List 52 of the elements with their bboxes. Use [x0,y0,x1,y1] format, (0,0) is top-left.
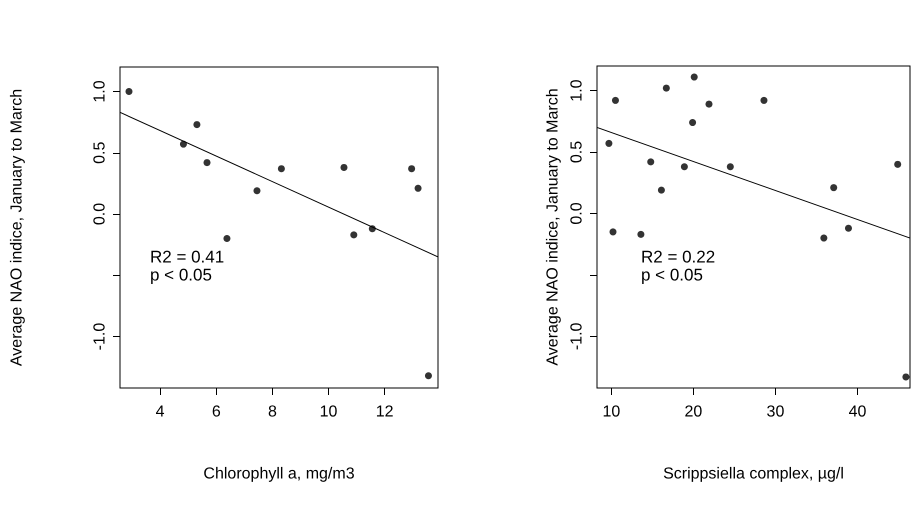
point [204,159,211,166]
y-axis-title: Average NAO indice, January to March [8,88,26,366]
point [424,372,432,380]
x-tick-label: 4 [156,404,165,420]
point [340,164,348,171]
point [278,165,285,172]
point [706,100,712,108]
y-tick-label: 0.5 [92,142,108,164]
point [894,160,902,168]
point [125,88,132,95]
point [414,184,422,192]
point [658,186,665,194]
point [605,140,612,147]
x-tick-label: 6 [212,404,221,420]
x-axis-title: Chlorophyll a, mg/m3 [203,466,355,482]
point [612,96,619,104]
point [689,119,696,126]
y-tick-label: 0.5 [568,140,586,164]
x-axis-title: Scrippsiella complex, µg/l [663,466,844,482]
y-tick-label: 0.0 [92,202,108,226]
x-tick-label: 10 [320,404,338,420]
point [680,163,688,170]
x-tick-label: 10 [602,404,620,420]
y-tick-label: 1.0 [92,80,108,103]
x-tick-label: 30 [766,404,784,420]
x-tick-label: 40 [848,404,866,420]
point [844,224,852,232]
y-axis-title: Average NAO indice, January to March [544,88,562,366]
annotation: R2 = 0.41 p < 0.05 [150,248,224,284]
point [820,234,828,242]
point [760,96,768,104]
y-tick-label: 0.0 [568,202,586,225]
point [830,184,838,192]
point [350,231,358,238]
x-tick-label: 8 [268,404,277,420]
annotation: R2 = 0.22 p < 0.05 [641,248,716,284]
y-tick-label: 1.0 [568,79,586,102]
point [690,74,698,81]
point [662,84,670,92]
point [193,121,200,128]
point [610,228,616,236]
point [223,235,230,242]
y-tick-label: -1.0 [568,322,586,350]
point [726,163,734,170]
point [902,373,910,380]
point [637,230,644,238]
point [253,187,260,194]
point [408,165,416,172]
y-tick-label: -1.0 [92,322,108,350]
x-tick-label: 20 [684,404,702,420]
x-tick-label: 12 [376,404,394,420]
point [647,158,654,166]
